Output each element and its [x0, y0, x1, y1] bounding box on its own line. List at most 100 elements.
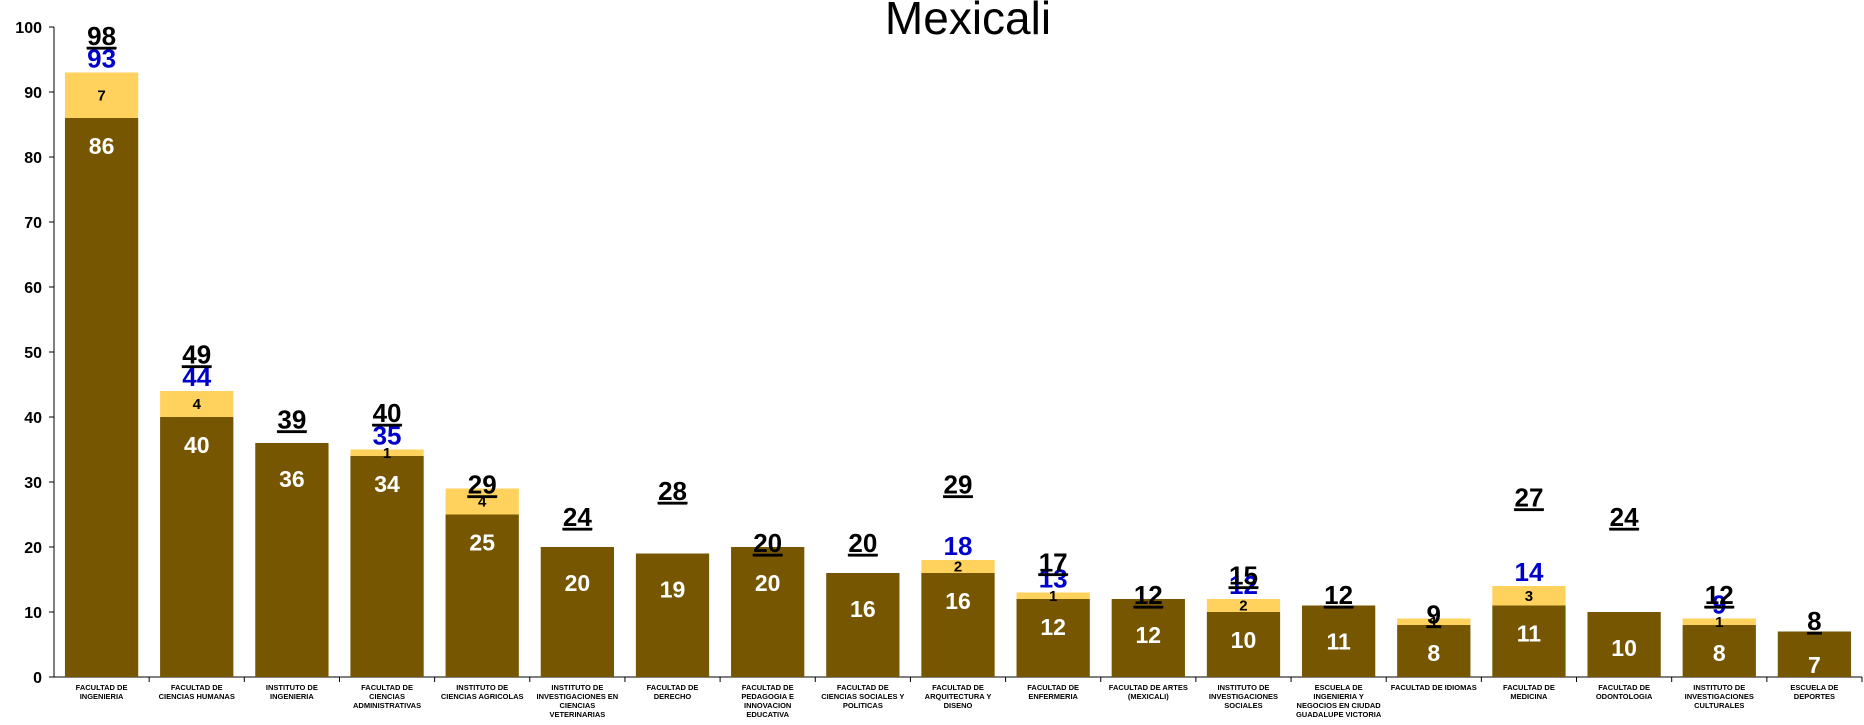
bar-base	[1777, 631, 1852, 677]
base-value-label: 16	[945, 588, 971, 614]
bar-base	[160, 417, 234, 677]
additional-value-label: 1	[1715, 614, 1723, 631]
bar-base	[1587, 612, 1661, 677]
bar-base	[350, 456, 424, 677]
x-category-label: GUADALUPE VICTORIA	[1296, 710, 1382, 719]
x-category-label: (MEXICALI)	[1128, 692, 1169, 701]
bar-additional	[445, 488, 519, 515]
target-value-label: 28	[658, 476, 687, 506]
x-category-label: DERECHO	[654, 692, 692, 701]
x-category-label: FACULTAD DE	[647, 683, 699, 692]
additional-value-label: 2	[1239, 598, 1247, 615]
x-category-label: INVESTIGACIONES EN	[537, 692, 619, 701]
x-category-label: FACULTAD DE	[76, 683, 128, 692]
base-value-label: 20	[755, 570, 781, 596]
total-value-label: 14	[1514, 557, 1543, 587]
x-category-label: POLITICAS	[843, 701, 883, 710]
additional-value-label: 1	[383, 445, 391, 462]
bar-additional	[1397, 618, 1471, 625]
y-tick-label: 100	[15, 20, 42, 37]
bar-base	[1016, 599, 1090, 677]
bar-base	[1682, 625, 1756, 677]
x-category-label: ESCUELA DE	[1315, 683, 1363, 692]
x-category-label: CIENCIAS	[559, 701, 595, 710]
target-value-label: 15	[1229, 561, 1258, 591]
additional-value-label: 7	[97, 87, 105, 104]
x-category-label: FACULTAD DE	[1027, 683, 1079, 692]
x-category-label: ARQUITECTURA Y	[925, 692, 992, 701]
base-value-label: 34	[374, 471, 400, 497]
x-category-label: CIENCIAS AGRICOLAS	[441, 692, 524, 701]
base-value-label: 8	[1713, 640, 1726, 666]
target-value-label: 20	[753, 528, 782, 558]
target-value-label: 98	[87, 21, 116, 51]
total-value-label: 18	[944, 531, 973, 561]
bar-base	[731, 547, 805, 677]
additional-value-label: 1	[1430, 614, 1438, 631]
bar-base	[255, 443, 329, 677]
x-category-label: CIENCIAS SOCIALES Y	[821, 692, 904, 701]
x-category-label: INSTITUTO DE	[1217, 683, 1269, 692]
target-value-label: 49	[182, 340, 211, 370]
y-tick-label: 70	[24, 215, 42, 232]
bar-base	[1397, 625, 1471, 677]
bar-additional	[921, 560, 995, 573]
bar-base	[635, 553, 710, 677]
x-category-label: INSTITUTO DE	[266, 683, 318, 692]
base-value-label: 8	[1427, 640, 1440, 666]
target-value-label: 12	[1134, 580, 1163, 610]
total-value-label: 12	[1229, 570, 1258, 600]
x-category-label: VETERINARIAS	[549, 710, 605, 719]
base-value-label: 10	[1231, 627, 1257, 653]
base-value-label: 20	[565, 570, 591, 596]
target-value-label: 12	[1705, 580, 1734, 610]
target-value-label: 39	[277, 405, 306, 435]
base-value-label: 36	[279, 466, 305, 492]
base-value-label: 16	[850, 596, 876, 622]
total-value-label: 9	[1712, 590, 1726, 620]
bar-base	[826, 573, 900, 677]
base-value-label: 11	[1517, 621, 1542, 647]
base-value-label: 19	[660, 577, 686, 603]
x-category-label: FACULTAD DE	[361, 683, 413, 692]
base-value-label: 11	[1326, 629, 1351, 655]
target-value-label: 29	[944, 470, 973, 500]
x-category-label: NEGOCIOS EN CIUDAD	[1297, 701, 1382, 710]
x-category-label: ESCUELA DE	[1790, 683, 1838, 692]
bars-group: 7869398440444936391343540425292024192820…	[64, 21, 1852, 678]
bar-additional	[1492, 586, 1566, 606]
x-category-label: INSTITUTO DE	[551, 683, 603, 692]
bar-base	[1301, 605, 1376, 677]
base-value-label: 12	[1136, 622, 1162, 648]
bar-base	[1492, 605, 1566, 677]
bar-additional	[1682, 618, 1756, 625]
x-category-label: EDUCATIVA	[746, 710, 789, 719]
x-category-label: ADMINISTRATIVAS	[353, 701, 421, 710]
bar-base	[540, 547, 615, 677]
x-category-label: INSTITUTO DE	[1693, 683, 1745, 692]
target-value-label: 27	[1514, 483, 1543, 513]
y-tick-label: 40	[24, 410, 42, 427]
x-category-label: FACULTAD DE	[1598, 683, 1650, 692]
y-tick-label: 10	[24, 605, 42, 622]
base-value-label: 25	[469, 530, 495, 556]
y-tick-label: 80	[24, 150, 42, 167]
additional-value-label: 4	[193, 396, 202, 413]
x-category-label: INNOVACION	[744, 701, 791, 710]
additional-value-label: 1	[1049, 588, 1057, 605]
bar-additional	[1016, 592, 1090, 599]
base-value-label: 40	[184, 432, 210, 458]
target-value-label: 24	[563, 502, 592, 532]
x-category-label: CIENCIAS HUMANAS	[159, 692, 235, 701]
additional-value-label: 4	[478, 494, 487, 511]
bar-additional	[350, 449, 424, 456]
target-value-label: 20	[848, 528, 877, 558]
chart-title: Mexicali	[885, 0, 1051, 44]
x-category-label: FACULTAD DE	[1503, 683, 1555, 692]
y-tick-label: 60	[24, 280, 42, 297]
base-value-label: 86	[89, 133, 115, 159]
bar-base	[445, 514, 519, 677]
x-category-label: ODONTOLOGIA	[1596, 692, 1653, 701]
x-category-label: FACULTAD DE ARTES	[1109, 683, 1188, 692]
